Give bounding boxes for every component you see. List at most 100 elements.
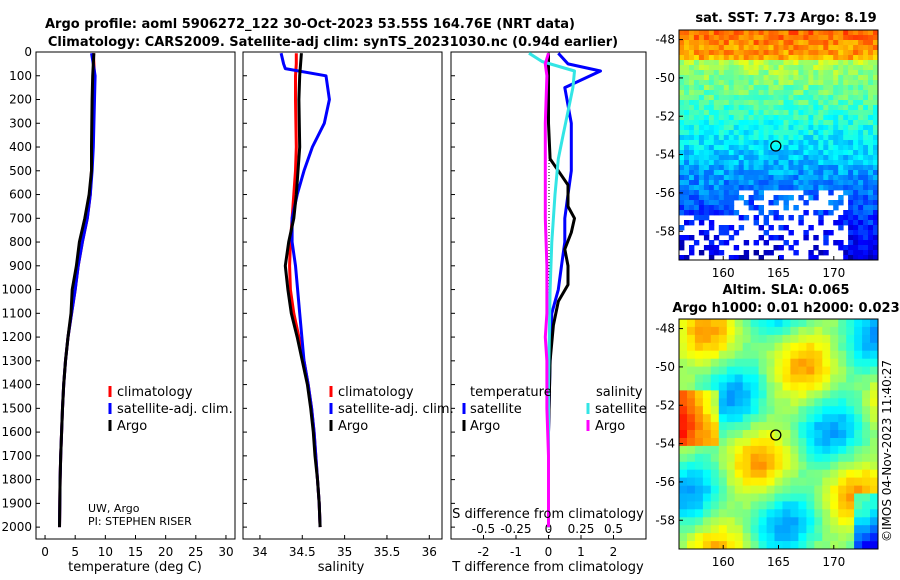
map-cell <box>728 100 735 106</box>
map-cell <box>854 517 863 526</box>
map-cell <box>750 398 759 407</box>
map-cell <box>679 319 688 328</box>
map-cell <box>713 200 720 206</box>
map-y-tick-label: -58 <box>655 224 675 238</box>
map-cell <box>773 115 779 121</box>
map-cell <box>710 326 720 336</box>
map-x-tick-label: 160 <box>712 266 735 280</box>
map-cell <box>758 55 764 61</box>
map-cell <box>858 190 864 196</box>
map-cell <box>733 110 740 116</box>
map-cell <box>768 90 774 96</box>
y-tick-label: 200 <box>9 93 32 107</box>
map-cell <box>693 70 700 76</box>
map-cell <box>768 110 774 116</box>
map-cell <box>813 80 819 86</box>
map-cell <box>738 185 745 191</box>
map-cell <box>873 195 879 201</box>
map-cell <box>723 115 730 121</box>
map-cell <box>693 40 700 46</box>
map-cell <box>823 110 829 116</box>
map-cell <box>783 155 789 161</box>
map-cell <box>783 140 789 146</box>
map-cell <box>766 533 775 542</box>
map-cell <box>818 145 824 151</box>
map-cell <box>814 533 823 542</box>
map-cell <box>708 165 715 171</box>
map-cell <box>858 220 864 226</box>
map-cell <box>718 250 725 256</box>
map-cell <box>843 70 849 76</box>
map-cell <box>863 90 869 96</box>
map-cell <box>863 205 869 211</box>
map-cell <box>703 85 710 91</box>
map-cell <box>726 509 736 518</box>
map-cell <box>806 445 815 455</box>
map-cell <box>814 319 823 328</box>
map-cell <box>814 358 823 367</box>
map-cell <box>738 40 745 46</box>
map-cell <box>743 180 750 186</box>
t-difference-label: T difference from climatology <box>451 560 644 575</box>
map-cell <box>813 95 819 101</box>
map-cell <box>768 100 774 106</box>
map-cell <box>868 65 874 71</box>
map-cell <box>698 115 705 121</box>
map-cell <box>768 235 774 241</box>
map-cell <box>694 342 704 352</box>
map-cell <box>858 240 864 246</box>
map-cell <box>868 155 874 161</box>
map-cell <box>718 110 725 116</box>
map-cell <box>743 215 750 221</box>
map-cell <box>713 145 720 151</box>
map-cell <box>862 533 871 542</box>
map-cell <box>788 65 794 71</box>
map-cell <box>790 398 799 407</box>
map-cell <box>783 70 789 76</box>
map-cell <box>742 350 752 359</box>
map-cell <box>843 110 849 116</box>
map-cell <box>803 175 809 181</box>
map-cell <box>828 75 834 81</box>
map-cell <box>854 541 863 550</box>
map-cell <box>843 215 849 221</box>
map-cell <box>783 55 789 61</box>
map-cell <box>848 220 854 226</box>
map-cell <box>788 50 794 56</box>
map-cell <box>848 55 854 61</box>
y-tick-label: 1600 <box>1 425 32 439</box>
map-cell <box>782 390 791 399</box>
map-cell <box>798 150 804 156</box>
map-cell <box>738 175 745 181</box>
map-cell <box>703 180 710 186</box>
map-cell <box>788 70 794 76</box>
map-cell <box>843 120 849 126</box>
map-cell <box>723 65 730 71</box>
map-cell <box>873 125 879 131</box>
map-cell <box>853 70 859 76</box>
map-cell <box>854 326 863 336</box>
map-cell <box>758 95 764 101</box>
map-cell <box>798 517 807 526</box>
map-cell <box>748 100 754 106</box>
map-cell <box>818 40 824 46</box>
map-cell <box>818 220 824 226</box>
map-cell <box>710 469 720 478</box>
map-cell <box>773 55 779 61</box>
map-cell <box>853 170 859 176</box>
map-cell <box>679 45 685 51</box>
map-cell <box>743 100 750 106</box>
map-cell <box>703 235 710 241</box>
map-cell <box>703 50 710 56</box>
map-cell <box>870 430 879 439</box>
map-cell <box>708 135 715 141</box>
map-cell <box>693 215 700 221</box>
map-cell <box>838 453 847 463</box>
map-cell <box>702 445 712 455</box>
map-cell <box>803 65 809 71</box>
map-cell <box>703 70 710 76</box>
map-cell <box>748 50 754 56</box>
map-cell <box>870 501 879 510</box>
map-cell <box>758 155 764 161</box>
map-cell <box>870 517 879 526</box>
